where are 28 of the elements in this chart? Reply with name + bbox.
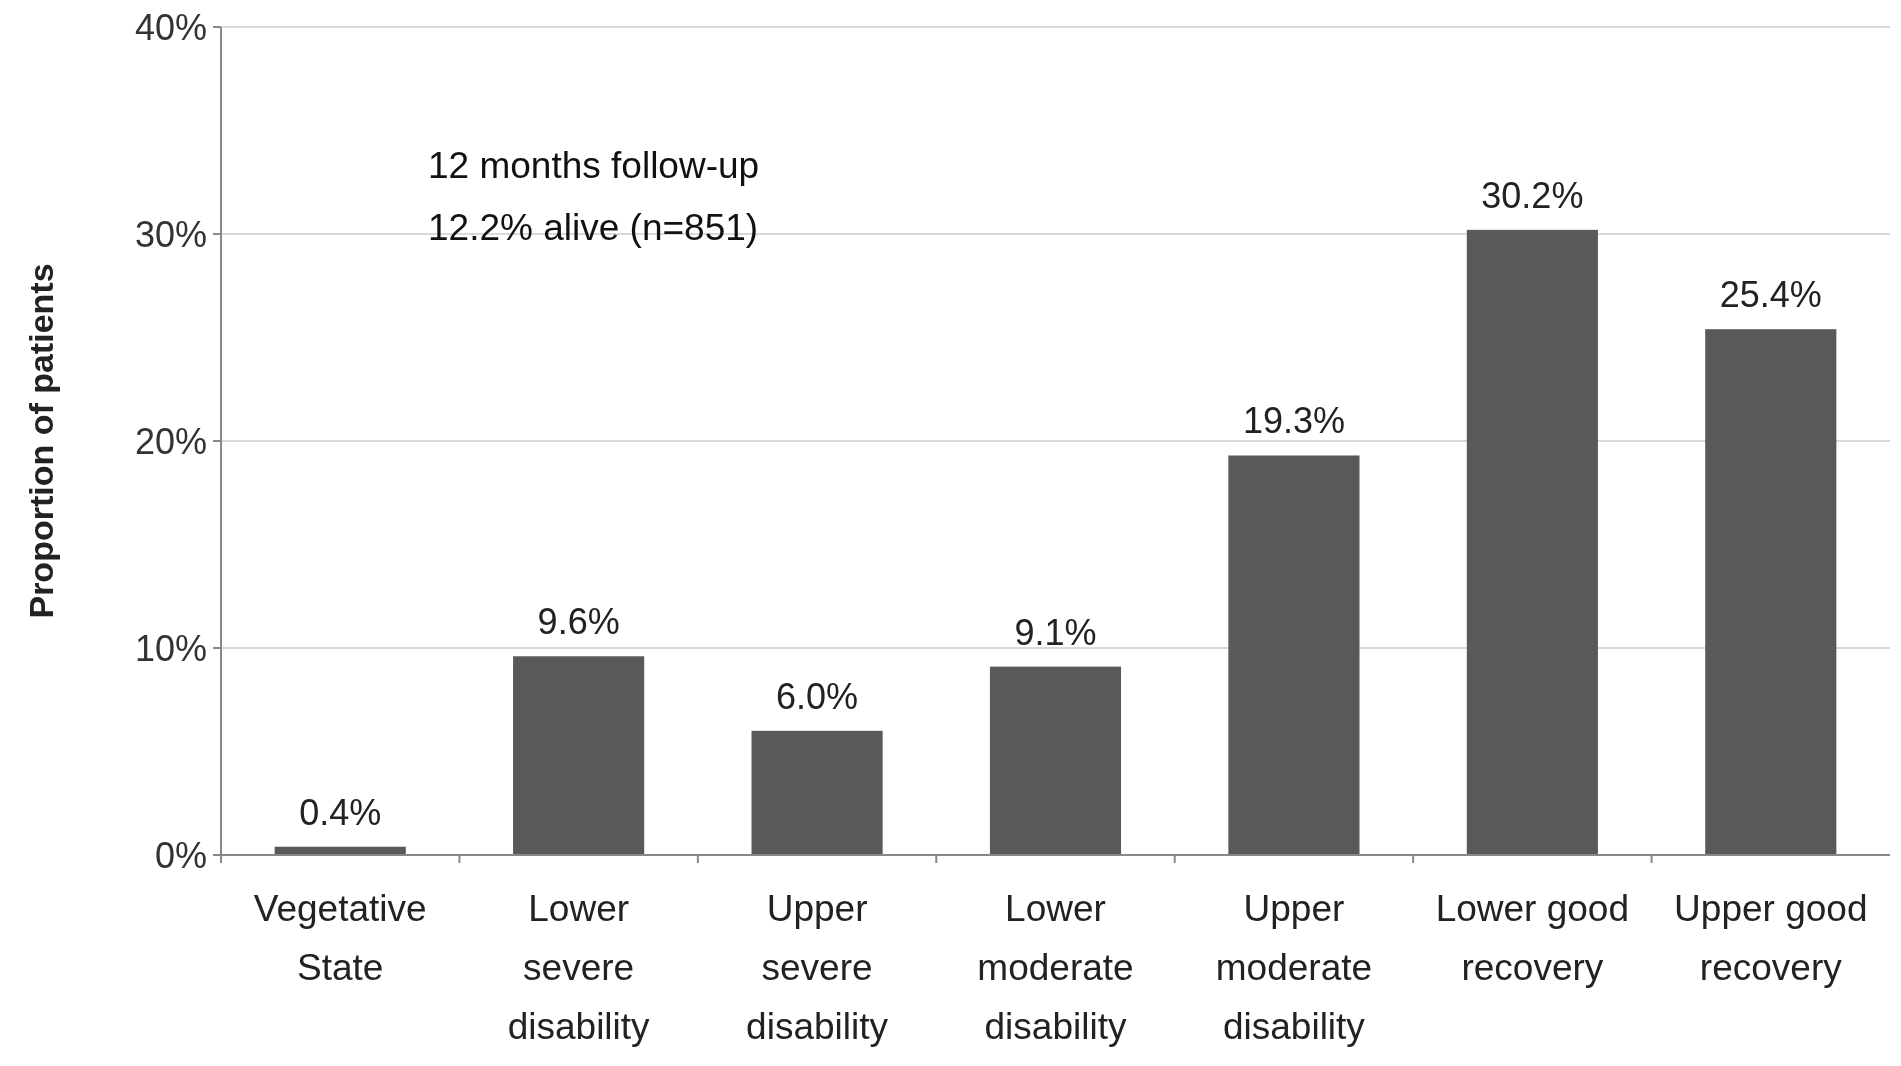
x-tick-label: Lower severe disability: [507, 888, 651, 1047]
y-tick-label: 0%: [154, 834, 207, 876]
annotation: 12 months follow-up: [428, 145, 760, 186]
y-tick-label: 20%: [134, 420, 207, 462]
x-tick-label: Lower good recovery: [1435, 888, 1630, 988]
annotation: 12.2% alive (n=851): [428, 207, 759, 248]
bar: [989, 666, 1122, 855]
x-tick-label: Lower moderate disability: [977, 888, 1134, 1047]
x-tick-label: Upper moderate disability: [1215, 888, 1373, 1047]
data-label: 30.2%: [1481, 174, 1584, 216]
bar: [1466, 229, 1598, 855]
data-label: 6.0%: [776, 675, 859, 717]
data-label: 0.4%: [299, 791, 382, 833]
y-axis-title: Proportion of patients: [22, 263, 60, 619]
data-label: 9.6%: [537, 601, 620, 643]
data-label: 19.3%: [1242, 400, 1345, 442]
data-label: 25.4%: [1719, 274, 1822, 316]
bar: [751, 730, 883, 855]
data-label: 9.1%: [1014, 611, 1097, 653]
y-tick-label: 10%: [134, 627, 207, 669]
bar: [1228, 455, 1360, 855]
y-tick-label: 40%: [134, 6, 207, 48]
y-tick-label: 30%: [134, 213, 207, 255]
x-tick-label: Upper good recovery: [1674, 888, 1868, 988]
x-tick-label: Upper severe disability: [746, 888, 889, 1047]
bar: [1705, 329, 1837, 855]
bar: [513, 656, 645, 855]
x-tick-label: Vegetative State: [253, 888, 427, 988]
